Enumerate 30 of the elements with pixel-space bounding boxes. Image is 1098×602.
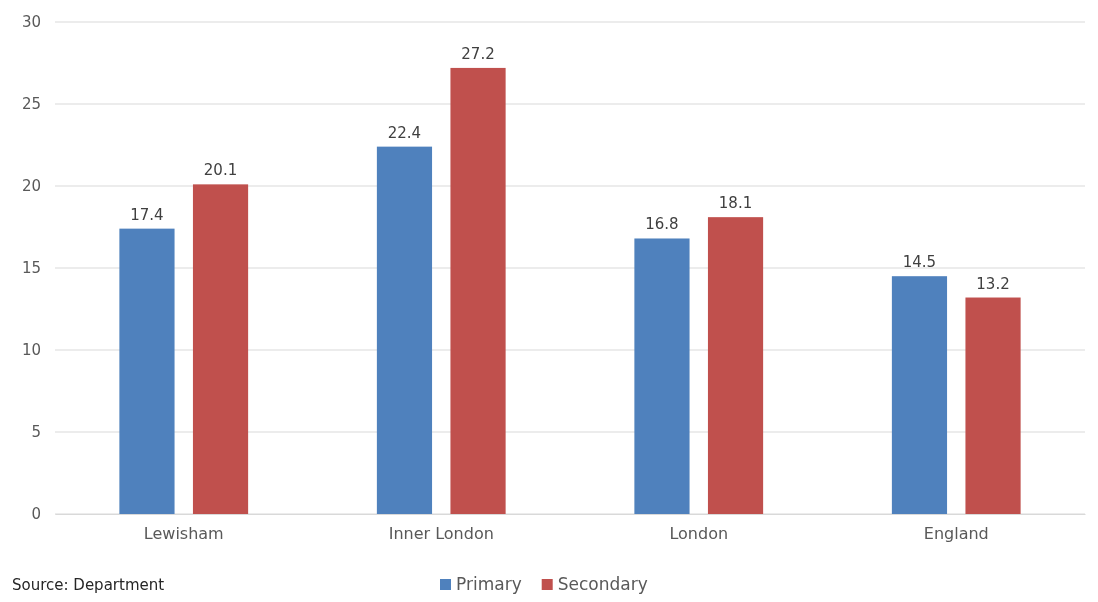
data-label: 14.5	[902, 253, 937, 272]
bar	[965, 297, 1021, 514]
data-label: 13.2	[976, 274, 1010, 293]
legend-label: Secondary	[557, 574, 648, 594]
source-note: Source: Department	[12, 576, 165, 594]
bar	[891, 276, 948, 514]
data-label: 16.8	[645, 215, 679, 234]
y-tick-label: 10	[21, 341, 41, 360]
y-tick-label: 15	[21, 259, 41, 278]
y-tick-label: 30	[21, 13, 41, 32]
bar	[376, 146, 433, 514]
data-label: 17.4	[130, 205, 164, 224]
data-label: 22.4	[387, 123, 422, 142]
x-tick-label: London	[669, 524, 729, 544]
x-tick-label: England	[923, 524, 989, 544]
y-tick-label: 0	[31, 505, 41, 524]
bar	[450, 67, 506, 514]
legend-label: Primary	[456, 574, 522, 594]
bar	[707, 217, 764, 514]
data-label: 27.2	[461, 44, 495, 63]
bar	[119, 228, 175, 514]
bar	[192, 184, 249, 514]
data-label: 20.1	[203, 161, 238, 180]
y-tick-label: 5	[31, 423, 41, 442]
y-tick-label: 25	[21, 95, 41, 114]
y-tick-label: 20	[21, 177, 41, 196]
x-tick-label: Lewisham	[143, 524, 224, 544]
data-label: 18.1	[718, 194, 753, 213]
bar	[634, 238, 690, 514]
x-tick-label: Inner London	[388, 524, 494, 544]
